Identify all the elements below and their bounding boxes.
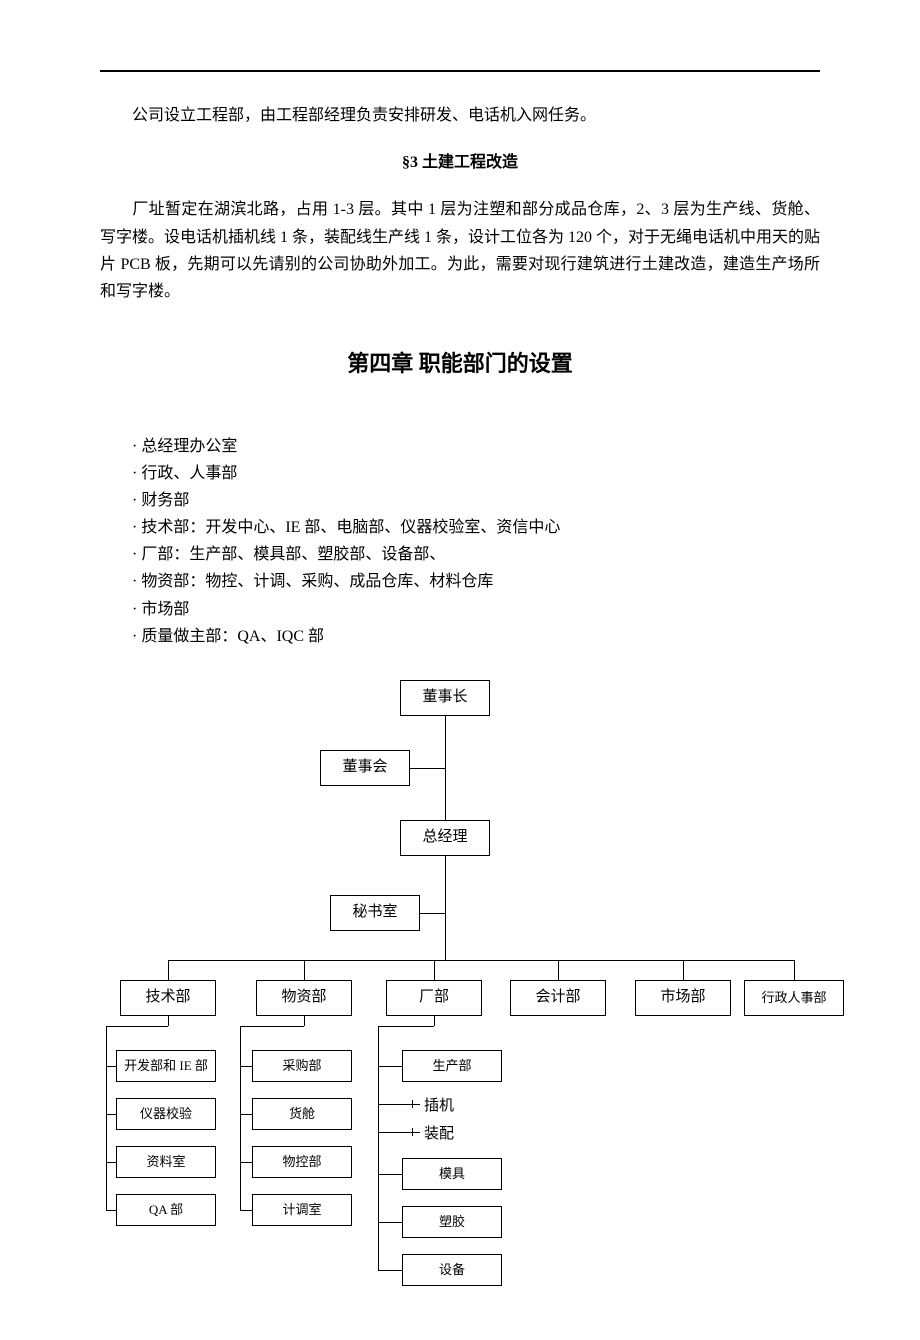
org-connector [558, 960, 559, 980]
org-connector [106, 1066, 116, 1067]
org-node: 货舱 [252, 1098, 352, 1130]
org-label: 插机 [424, 1094, 454, 1120]
intro-paragraph: 公司设立工程部，由工程部经理负责安排研发、电话机入网任务。 [100, 102, 820, 129]
org-node: 塑胶 [402, 1206, 502, 1238]
org-label: 装配 [424, 1122, 454, 1148]
department-list-item: 技术部：开发中心、IE 部、电脑部、仪器校验室、资信中心 [132, 514, 820, 541]
section3-paragraph: 厂址暂定在湖滨北路，占用 1-3 层。其中 1 层为注塑和部分成品仓库，2、3 … [100, 196, 820, 305]
org-node: 物控部 [252, 1146, 352, 1178]
department-list-item: 总经理办公室 [132, 433, 820, 460]
org-connector [168, 960, 169, 980]
org-node: 董事长 [400, 680, 490, 716]
org-connector [240, 1026, 241, 1210]
org-connector [168, 1016, 169, 1026]
org-node: 计调室 [252, 1194, 352, 1226]
org-connector [683, 960, 684, 980]
org-node: QA 部 [116, 1194, 216, 1226]
org-connector [445, 856, 446, 913]
org-connector [240, 1066, 252, 1067]
department-list-item: 行政、人事部 [132, 460, 820, 487]
org-node: 设备 [402, 1254, 502, 1286]
org-node: 技术部 [120, 980, 216, 1016]
department-list-item: 财务部 [132, 487, 820, 514]
org-node: 市场部 [635, 980, 731, 1016]
department-list-item: 市场部 [132, 596, 820, 623]
org-connector [240, 1210, 252, 1211]
org-node: 开发部和 IE 部 [116, 1050, 216, 1082]
org-connector [240, 1162, 252, 1163]
org-connector [420, 913, 445, 914]
org-node: 采购部 [252, 1050, 352, 1082]
org-node: 总经理 [400, 820, 490, 856]
org-connector [240, 1026, 304, 1027]
org-connector [378, 1270, 402, 1271]
org-connector [434, 1016, 435, 1026]
org-node: 董事会 [320, 750, 410, 786]
org-connector [434, 960, 435, 980]
org-connector [378, 1066, 402, 1067]
org-node: 行政人事部 [744, 980, 844, 1016]
org-connector [412, 1100, 413, 1108]
org-node: 仪器校验 [116, 1098, 216, 1130]
section3-heading: §3 土建工程改造 [100, 149, 820, 176]
org-connector [378, 1026, 379, 1270]
org-connector [412, 1128, 413, 1136]
org-connector [168, 960, 794, 961]
top-rule [100, 70, 820, 72]
section3-text: 厂址暂定在湖滨北路，占用 1-3 层。其中 1 层为注塑和部分成品仓库，2、3 … [100, 201, 820, 300]
org-connector [240, 1114, 252, 1115]
org-node: 生产部 [402, 1050, 502, 1082]
org-connector [106, 1026, 168, 1027]
org-connector [378, 1026, 434, 1027]
org-connector [106, 1114, 116, 1115]
org-chart: 董事长董事会总经理秘书室技术部物资部厂部会计部市场部行政人事部开发部和 IE 部… [80, 680, 840, 1300]
org-connector [378, 1104, 420, 1105]
department-list-item: 物资部：物控、计调、采购、成品仓库、材料仓库 [132, 568, 820, 595]
org-connector [304, 1016, 305, 1026]
org-node: 资料室 [116, 1146, 216, 1178]
org-node: 厂部 [386, 980, 482, 1016]
org-connector [304, 960, 305, 980]
org-connector [794, 960, 795, 980]
chapter4-heading: 第四章 职能部门的设置 [100, 345, 820, 382]
org-node: 秘书室 [330, 895, 420, 931]
org-connector [445, 913, 446, 960]
org-connector [445, 716, 446, 768]
org-connector [106, 1026, 107, 1210]
org-connector [106, 1210, 116, 1211]
org-node: 物资部 [256, 980, 352, 1016]
org-connector [410, 768, 445, 769]
department-list-item: 质量做主部：QA、IQC 部 [132, 623, 820, 650]
org-node: 会计部 [510, 980, 606, 1016]
org-connector [106, 1162, 116, 1163]
department-list: 总经理办公室行政、人事部财务部技术部：开发中心、IE 部、电脑部、仪器校验室、资… [132, 433, 820, 651]
org-connector [378, 1132, 420, 1133]
org-node: 模具 [402, 1158, 502, 1190]
department-list-item: 厂部：生产部、模具部、塑胶部、设备部、 [132, 541, 820, 568]
org-connector [445, 768, 446, 820]
org-connector [378, 1174, 402, 1175]
org-connector [378, 1222, 402, 1223]
